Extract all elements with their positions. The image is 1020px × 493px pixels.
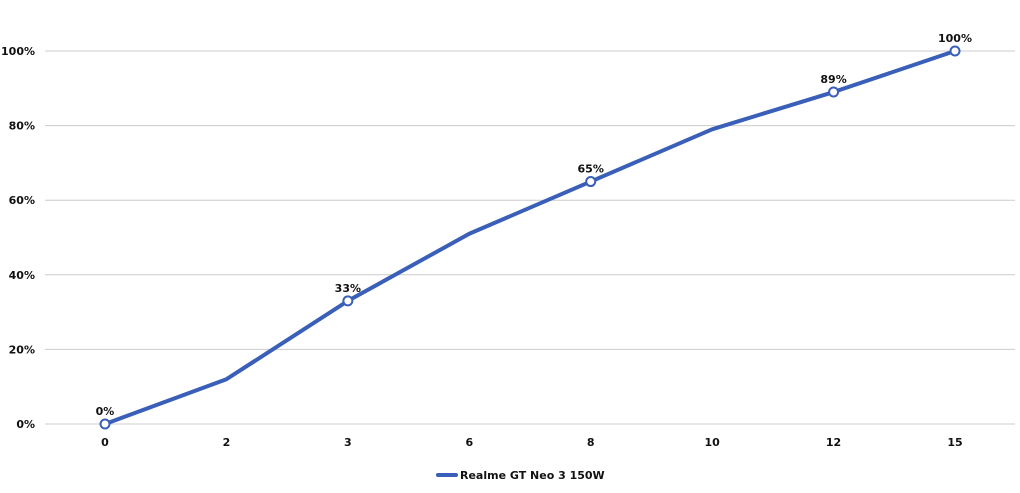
data-point-marker — [99, 418, 111, 430]
data-point-marker — [828, 86, 840, 98]
y-tick-label: 0% — [16, 418, 35, 431]
y-tick-label: 100% — [1, 45, 35, 58]
data-point-marker — [342, 295, 354, 307]
data-label: 65% — [578, 163, 604, 176]
y-tick-label: 60% — [9, 194, 35, 207]
data-point-markers — [99, 45, 961, 430]
legend: Realme GT Neo 3 150W — [436, 469, 605, 482]
y-tick-label: 20% — [9, 343, 35, 356]
data-label: 89% — [820, 73, 846, 86]
data-label: 100% — [938, 32, 972, 45]
gridlines — [45, 50, 1015, 425]
y-tick-label: 40% — [9, 269, 35, 282]
x-tick-label: 6 — [465, 436, 473, 449]
data-label: 33% — [335, 282, 361, 295]
legend-label: Realme GT Neo 3 150W — [460, 469, 605, 482]
y-axis-tick-labels: 0% 20% 40% 60% 80% 100% — [1, 45, 35, 431]
x-tick-label: 0 — [101, 436, 109, 449]
series-line-group — [103, 49, 957, 426]
data-point-marker — [949, 45, 961, 57]
x-axis-tick-labels: 0 2 3 6 8 10 12 15 — [101, 436, 962, 449]
x-tick-label: 3 — [344, 436, 352, 449]
data-labels: 0% 33% 65% 89% 100% — [96, 32, 972, 418]
data-label: 0% — [96, 405, 115, 418]
x-tick-label: 15 — [947, 436, 962, 449]
x-tick-label: 12 — [826, 436, 841, 449]
y-tick-label: 80% — [9, 120, 35, 133]
x-tick-label: 10 — [704, 436, 720, 449]
x-tick-label: 2 — [223, 436, 231, 449]
series-line — [103, 49, 957, 426]
x-tick-label: 8 — [587, 436, 595, 449]
data-point-marker — [585, 176, 597, 188]
